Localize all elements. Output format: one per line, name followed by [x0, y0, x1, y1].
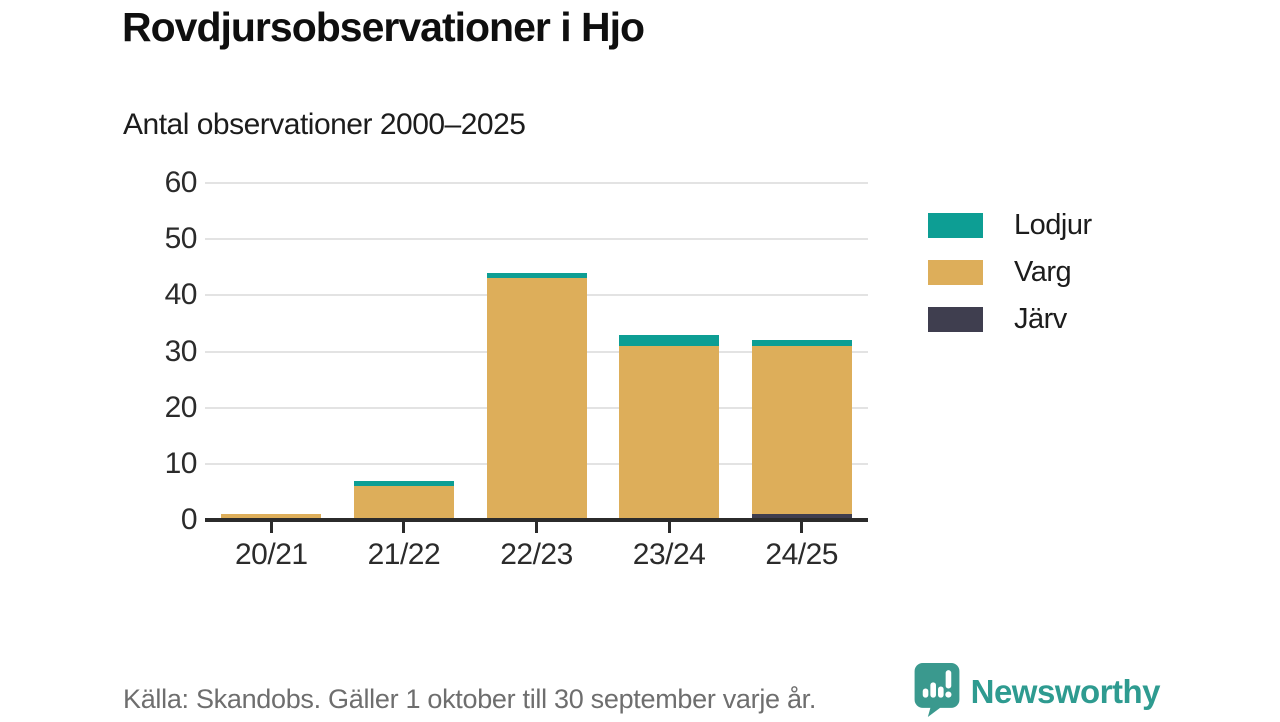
x-axis-tick [800, 522, 804, 533]
legend-item-jarv: Järv [928, 303, 1092, 335]
legend-item-varg: Varg [928, 256, 1092, 288]
y-tick-label: 30 [164, 334, 198, 368]
legend-label-lodjur: Lodjur [1014, 209, 1092, 241]
x-axis-tick [667, 522, 671, 533]
legend-swatch-varg [928, 260, 983, 285]
x-tick-label: 21/22 [367, 538, 441, 571]
y-axis: 0 10 20 30 40 50 60 [97, 166, 198, 536]
newsworthy-wordmark: Newsworthy [970, 673, 1161, 710]
legend-label-jarv: Järv [1014, 303, 1067, 335]
x-tick-label: 24/25 [765, 538, 838, 571]
y-tick-label: 10 [164, 446, 198, 480]
y-tick-label: 40 [164, 278, 198, 312]
y-tick-label: 50 [164, 222, 198, 256]
newsworthy-logo-icon [913, 662, 961, 722]
bar-segment-lodjur [353, 480, 454, 487]
legend-swatch-lodjur [928, 213, 983, 238]
bar-segment-varg [221, 514, 322, 520]
bar-segment-varg [353, 486, 454, 520]
gridline [205, 182, 868, 184]
source-note: Källa: Skandobs. Gäller 1 oktober till 3… [123, 684, 817, 714]
x-tick-label: 22/23 [500, 538, 573, 571]
plot-area [205, 182, 868, 533]
bar-segment-jarv [751, 514, 852, 520]
x-axis-tick [402, 522, 406, 533]
x-axis: 20/21 21/22 22/23 23/24 24/25 [205, 538, 868, 578]
bar-segment-lodjur [751, 340, 852, 346]
x-axis-tick [535, 522, 538, 533]
y-tick-label: 20 [164, 390, 198, 424]
bar-segment-lodjur [486, 272, 587, 279]
bar-segment-lodjur [619, 334, 720, 346]
x-tick-label: 23/24 [632, 538, 706, 571]
legend-swatch-jarv [928, 307, 983, 332]
legend-item-lodjur: Lodjur [928, 209, 1092, 241]
bar-segment-varg [486, 278, 587, 520]
bar-segment-varg [619, 345, 720, 520]
chart-subtitle: Antal observationer 2000–2025 [123, 108, 526, 141]
legend-label-varg: Varg [1014, 256, 1072, 288]
gridline [205, 238, 868, 241]
chart-title: Rovdjursobservationer i Hjo [122, 4, 645, 50]
y-tick-label: 60 [164, 166, 198, 199]
y-tick-label: 0 [180, 503, 198, 536]
bar-segment-varg [751, 345, 852, 515]
x-axis-tick [269, 522, 273, 533]
legend: Lodjur Varg Järv [928, 209, 1092, 354]
x-axis-line [205, 518, 868, 522]
x-tick-label: 20/21 [235, 538, 308, 571]
brand-block: Newsworthy [913, 662, 1161, 722]
